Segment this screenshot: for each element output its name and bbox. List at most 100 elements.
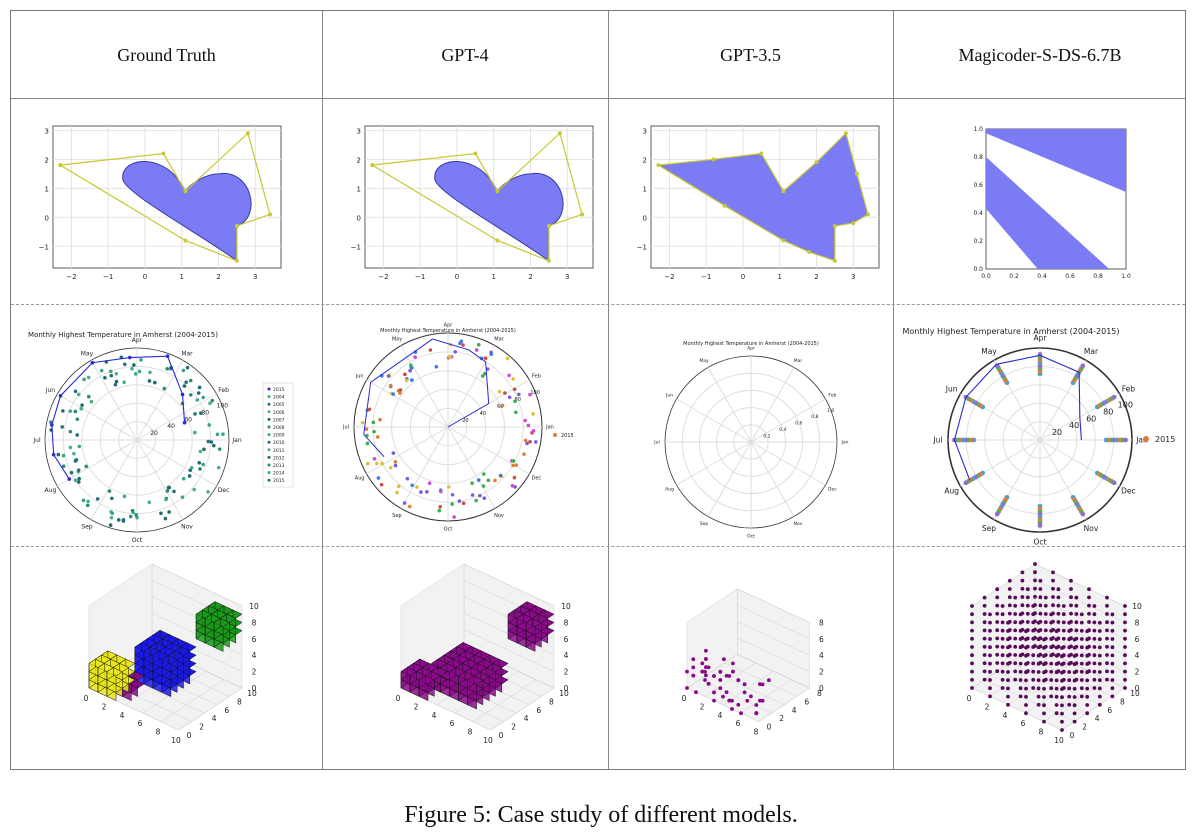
data-point — [1013, 644, 1018, 649]
data-point — [1013, 636, 1018, 641]
control-point — [814, 160, 819, 165]
data-point — [1072, 662, 1077, 667]
data-point — [1020, 570, 1025, 575]
data-point — [1042, 637, 1046, 642]
data-point — [1013, 603, 1018, 608]
data-point — [1056, 603, 1061, 608]
polar-plot-ground-truth: Monthly Highest Temperature in Amherst (… — [11, 306, 322, 546]
data-point — [1000, 669, 1005, 674]
series-point-2015 — [180, 392, 185, 397]
purple-voxel — [449, 667, 457, 681]
data-point — [85, 503, 90, 508]
data-point — [133, 372, 138, 376]
tick-label: 6 — [450, 719, 455, 728]
data-point — [1054, 670, 1059, 675]
data-point — [1006, 661, 1010, 666]
column-divider — [322, 11, 323, 769]
data-point — [128, 514, 133, 519]
data-point — [1079, 637, 1084, 641]
data-point — [1105, 636, 1109, 641]
voxel-plot-gpt4: 0 0 0 2 2 2 4 4 4 6 6 6 8 8 8 10 10 10 — [323, 548, 608, 770]
data-point — [500, 403, 505, 408]
data-point — [1018, 628, 1023, 633]
data-point — [970, 645, 974, 649]
data-point — [1042, 703, 1046, 708]
radial-tick: 0.8 — [811, 414, 818, 420]
data-point — [1018, 694, 1023, 699]
tick-label: 10 — [1132, 602, 1142, 611]
green-voxel — [213, 617, 221, 632]
data-point — [1006, 678, 1010, 683]
data-point — [988, 628, 992, 633]
data-point — [1000, 677, 1005, 682]
tick-label: 0.4 — [973, 210, 983, 217]
data-point — [1074, 595, 1079, 600]
data-point — [1018, 612, 1023, 617]
angular-gridline — [90, 439, 138, 520]
data-point — [970, 604, 974, 608]
legend-marker — [267, 440, 271, 444]
data-point — [1025, 587, 1030, 592]
data-point — [1123, 620, 1127, 625]
data-point — [1060, 703, 1064, 708]
data-point — [1079, 661, 1084, 666]
data-point — [982, 644, 987, 649]
data-point — [1007, 587, 1012, 591]
data-point — [438, 505, 443, 509]
tick-label: 0 — [357, 214, 361, 222]
month-label: Oct — [444, 527, 453, 533]
data-point — [1042, 678, 1046, 683]
data-point — [1006, 620, 1010, 625]
tick-label: 0 — [643, 214, 647, 222]
tick-label: 0 — [819, 684, 824, 693]
tick-label: 1 — [45, 185, 49, 193]
data-point — [365, 461, 370, 466]
data-point — [398, 391, 402, 395]
data-point — [1006, 702, 1010, 707]
data-point — [1024, 678, 1028, 683]
gridline — [1043, 679, 1108, 722]
tick-label: 8 — [468, 728, 473, 737]
heart-plot-gpt4: −2 −1 0 1 2 3 3 2 1 0 −1 — [323, 100, 608, 304]
gridline — [737, 588, 810, 623]
data-point — [199, 411, 203, 416]
series-point-2015 — [90, 360, 95, 365]
data-point — [982, 677, 987, 682]
data-point — [1024, 670, 1028, 675]
tick-label: 2 — [511, 723, 516, 732]
data-point — [403, 372, 407, 377]
control-point — [759, 151, 764, 156]
data-point — [1085, 686, 1090, 691]
data-point — [1060, 695, 1064, 700]
data-point — [1033, 578, 1037, 583]
data-point — [1020, 603, 1025, 608]
data-point — [1049, 694, 1054, 699]
data-point — [1092, 612, 1097, 617]
control-point — [473, 151, 478, 156]
data-point — [459, 339, 464, 344]
tick-label: 2 — [199, 723, 204, 732]
data-point — [1000, 620, 1005, 625]
data-point — [1087, 595, 1091, 600]
data-point — [116, 518, 121, 522]
legend-marker — [267, 463, 271, 467]
data-point — [1067, 702, 1072, 707]
data-point — [706, 665, 711, 670]
data-point — [1038, 595, 1043, 600]
legend-label: 2009 — [273, 433, 285, 439]
angular-gridline — [676, 398, 752, 443]
tick-label: 10 — [483, 736, 493, 745]
data-point — [1018, 653, 1023, 658]
data-point — [1110, 686, 1115, 691]
yellow-voxel — [106, 667, 114, 681]
header-gpt4: GPT-4 — [441, 44, 489, 65]
tick-label: 2 — [357, 156, 361, 164]
data-point — [1054, 637, 1059, 642]
data-point — [1105, 628, 1109, 633]
data-point — [1006, 670, 1010, 674]
month-label: Jan — [545, 425, 554, 431]
legend-marker — [267, 471, 271, 475]
data-point — [1054, 629, 1059, 634]
data-point — [731, 661, 735, 666]
data-point — [1123, 669, 1127, 674]
